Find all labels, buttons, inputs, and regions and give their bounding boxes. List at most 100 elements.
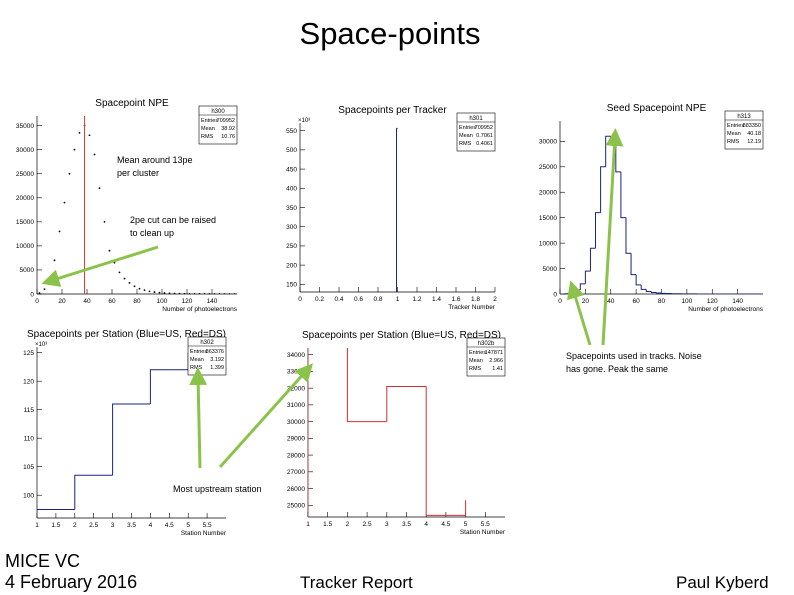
chart-panel: Seed Spacepoint NPE 0 5000 10000 15000 20000 2… [539, 103, 764, 313]
y-tick-label: 15000 [539, 215, 557, 222]
y-tick-label: 105 [23, 464, 34, 471]
bin [655, 292, 662, 294]
x-tick-label: 0 [558, 298, 562, 305]
stats-key: Entries [190, 349, 207, 355]
stats-key: Mean [201, 126, 215, 132]
y-tick-label: 25000 [287, 503, 305, 510]
annotation: 2pe cut can be raised [130, 215, 216, 225]
y-multiplier: ×10³ [298, 118, 310, 124]
chart-title: Spacepoints per Tracker [338, 105, 447, 116]
arrow [41, 245, 159, 287]
stats-value: 12.19 [747, 139, 761, 145]
bin [346, 348, 387, 423]
stats-box [456, 112, 496, 152]
y-tick-label: 25000 [539, 164, 557, 171]
marker [108, 249, 111, 252]
stats-box [198, 105, 238, 145]
x-tick-label: 3.5 [402, 521, 411, 528]
y-tick-label: 10000 [16, 243, 34, 250]
marker [233, 293, 236, 294]
stats-key: Mean [727, 131, 741, 137]
marker [183, 292, 186, 294]
bin [625, 217, 632, 254]
bin [149, 369, 189, 404]
y-tick-label: 30000 [287, 419, 305, 426]
y-tick-label: 200 [286, 262, 297, 269]
stats-name: h301 [469, 116, 483, 122]
x-tick-label: 0 [35, 298, 39, 305]
bin [635, 274, 642, 286]
x-tick-label: 1 [396, 296, 400, 303]
y-tick-label: 25000 [16, 171, 34, 178]
stats-value: 40.18 [747, 131, 761, 137]
charts: Spacepoint NPE05000100001500020000250003… [16, 98, 764, 537]
y-tick-label: 125 [23, 350, 34, 357]
marker [168, 292, 171, 294]
x-tick-label: 0.6 [354, 296, 363, 303]
x-tick-label: 4 [149, 522, 153, 529]
marker [118, 271, 121, 274]
x-tick-label: 1 [306, 521, 310, 528]
y-tick-label: 400 [286, 186, 297, 193]
y-tick-label: 110 [24, 436, 35, 443]
annotation: per cluster [117, 168, 159, 178]
x-tick-label: 1.8 [471, 296, 480, 303]
stats-value: 863376 [206, 349, 224, 355]
marker [138, 287, 141, 290]
x-tick-label: 5.5 [481, 521, 490, 528]
y-tick-label: 26000 [287, 486, 305, 493]
stats-name: h313 [737, 114, 751, 120]
stats-value: 147871 [485, 350, 503, 356]
stats-value: 3.192 [210, 357, 224, 363]
y-tick-label: 0 [30, 291, 34, 298]
annotation: to clean up [130, 228, 174, 238]
marker [63, 201, 66, 204]
chart-panel: Spacepoints per Station (Blue=US, Red=DS… [23, 329, 227, 537]
y-tick-label: 500 [286, 147, 297, 154]
arrow [601, 128, 624, 346]
annotation: has gone. Peak the same [566, 364, 668, 374]
marker [193, 293, 196, 294]
annotation: Spacepoints used in tracks. Noise [566, 351, 702, 361]
x-tick-label: 0 [298, 296, 302, 303]
x-tick-label: 60 [108, 298, 116, 305]
x-tick-label: 1.5 [51, 522, 60, 529]
stats-value: 0.7061 [476, 133, 493, 139]
marker [88, 134, 91, 137]
data-layer [38, 116, 236, 294]
stats-key: RMS [459, 141, 472, 147]
stats-box [724, 110, 764, 150]
stats-value: 1.399 [210, 365, 224, 371]
slide-title: Space-points [300, 16, 481, 51]
marker [153, 291, 156, 293]
marker [38, 292, 41, 294]
x-axis-label: Station Number [181, 530, 227, 537]
y-tick-label: 29000 [287, 436, 305, 443]
bin [589, 247, 596, 272]
x-tick-label: 3.5 [127, 522, 136, 529]
x-tick-label: 1.5 [323, 521, 332, 528]
stats-key: Mean [469, 358, 483, 364]
stats-key: RMS [190, 365, 203, 371]
bin [600, 166, 606, 213]
chart-title: Spacepoints per Station (Blue=US, Red=DS… [27, 329, 226, 340]
bin [630, 253, 637, 276]
annotation: Mean around 13pe [117, 155, 193, 165]
footer-text: 4 February 2016 [5, 572, 137, 592]
x-tick-label: 4.5 [165, 522, 174, 529]
stats-key: Entries [201, 118, 218, 124]
marker [58, 230, 61, 233]
stats-key: RMS [727, 139, 740, 145]
data-layer [308, 348, 467, 517]
footer-text: Tracker Report [300, 573, 413, 592]
x-tick-label: 40 [83, 298, 91, 305]
y-tick-label: 300 [286, 224, 297, 231]
stats-value: 709952 [217, 118, 235, 124]
x-tick-label: 80 [133, 298, 141, 305]
y-tick-label: 10000 [539, 240, 557, 247]
arrow [189, 367, 208, 469]
stats-box [466, 337, 506, 377]
marker [158, 291, 161, 294]
stats-value: 2.966 [489, 358, 503, 364]
bin [396, 127, 398, 292]
